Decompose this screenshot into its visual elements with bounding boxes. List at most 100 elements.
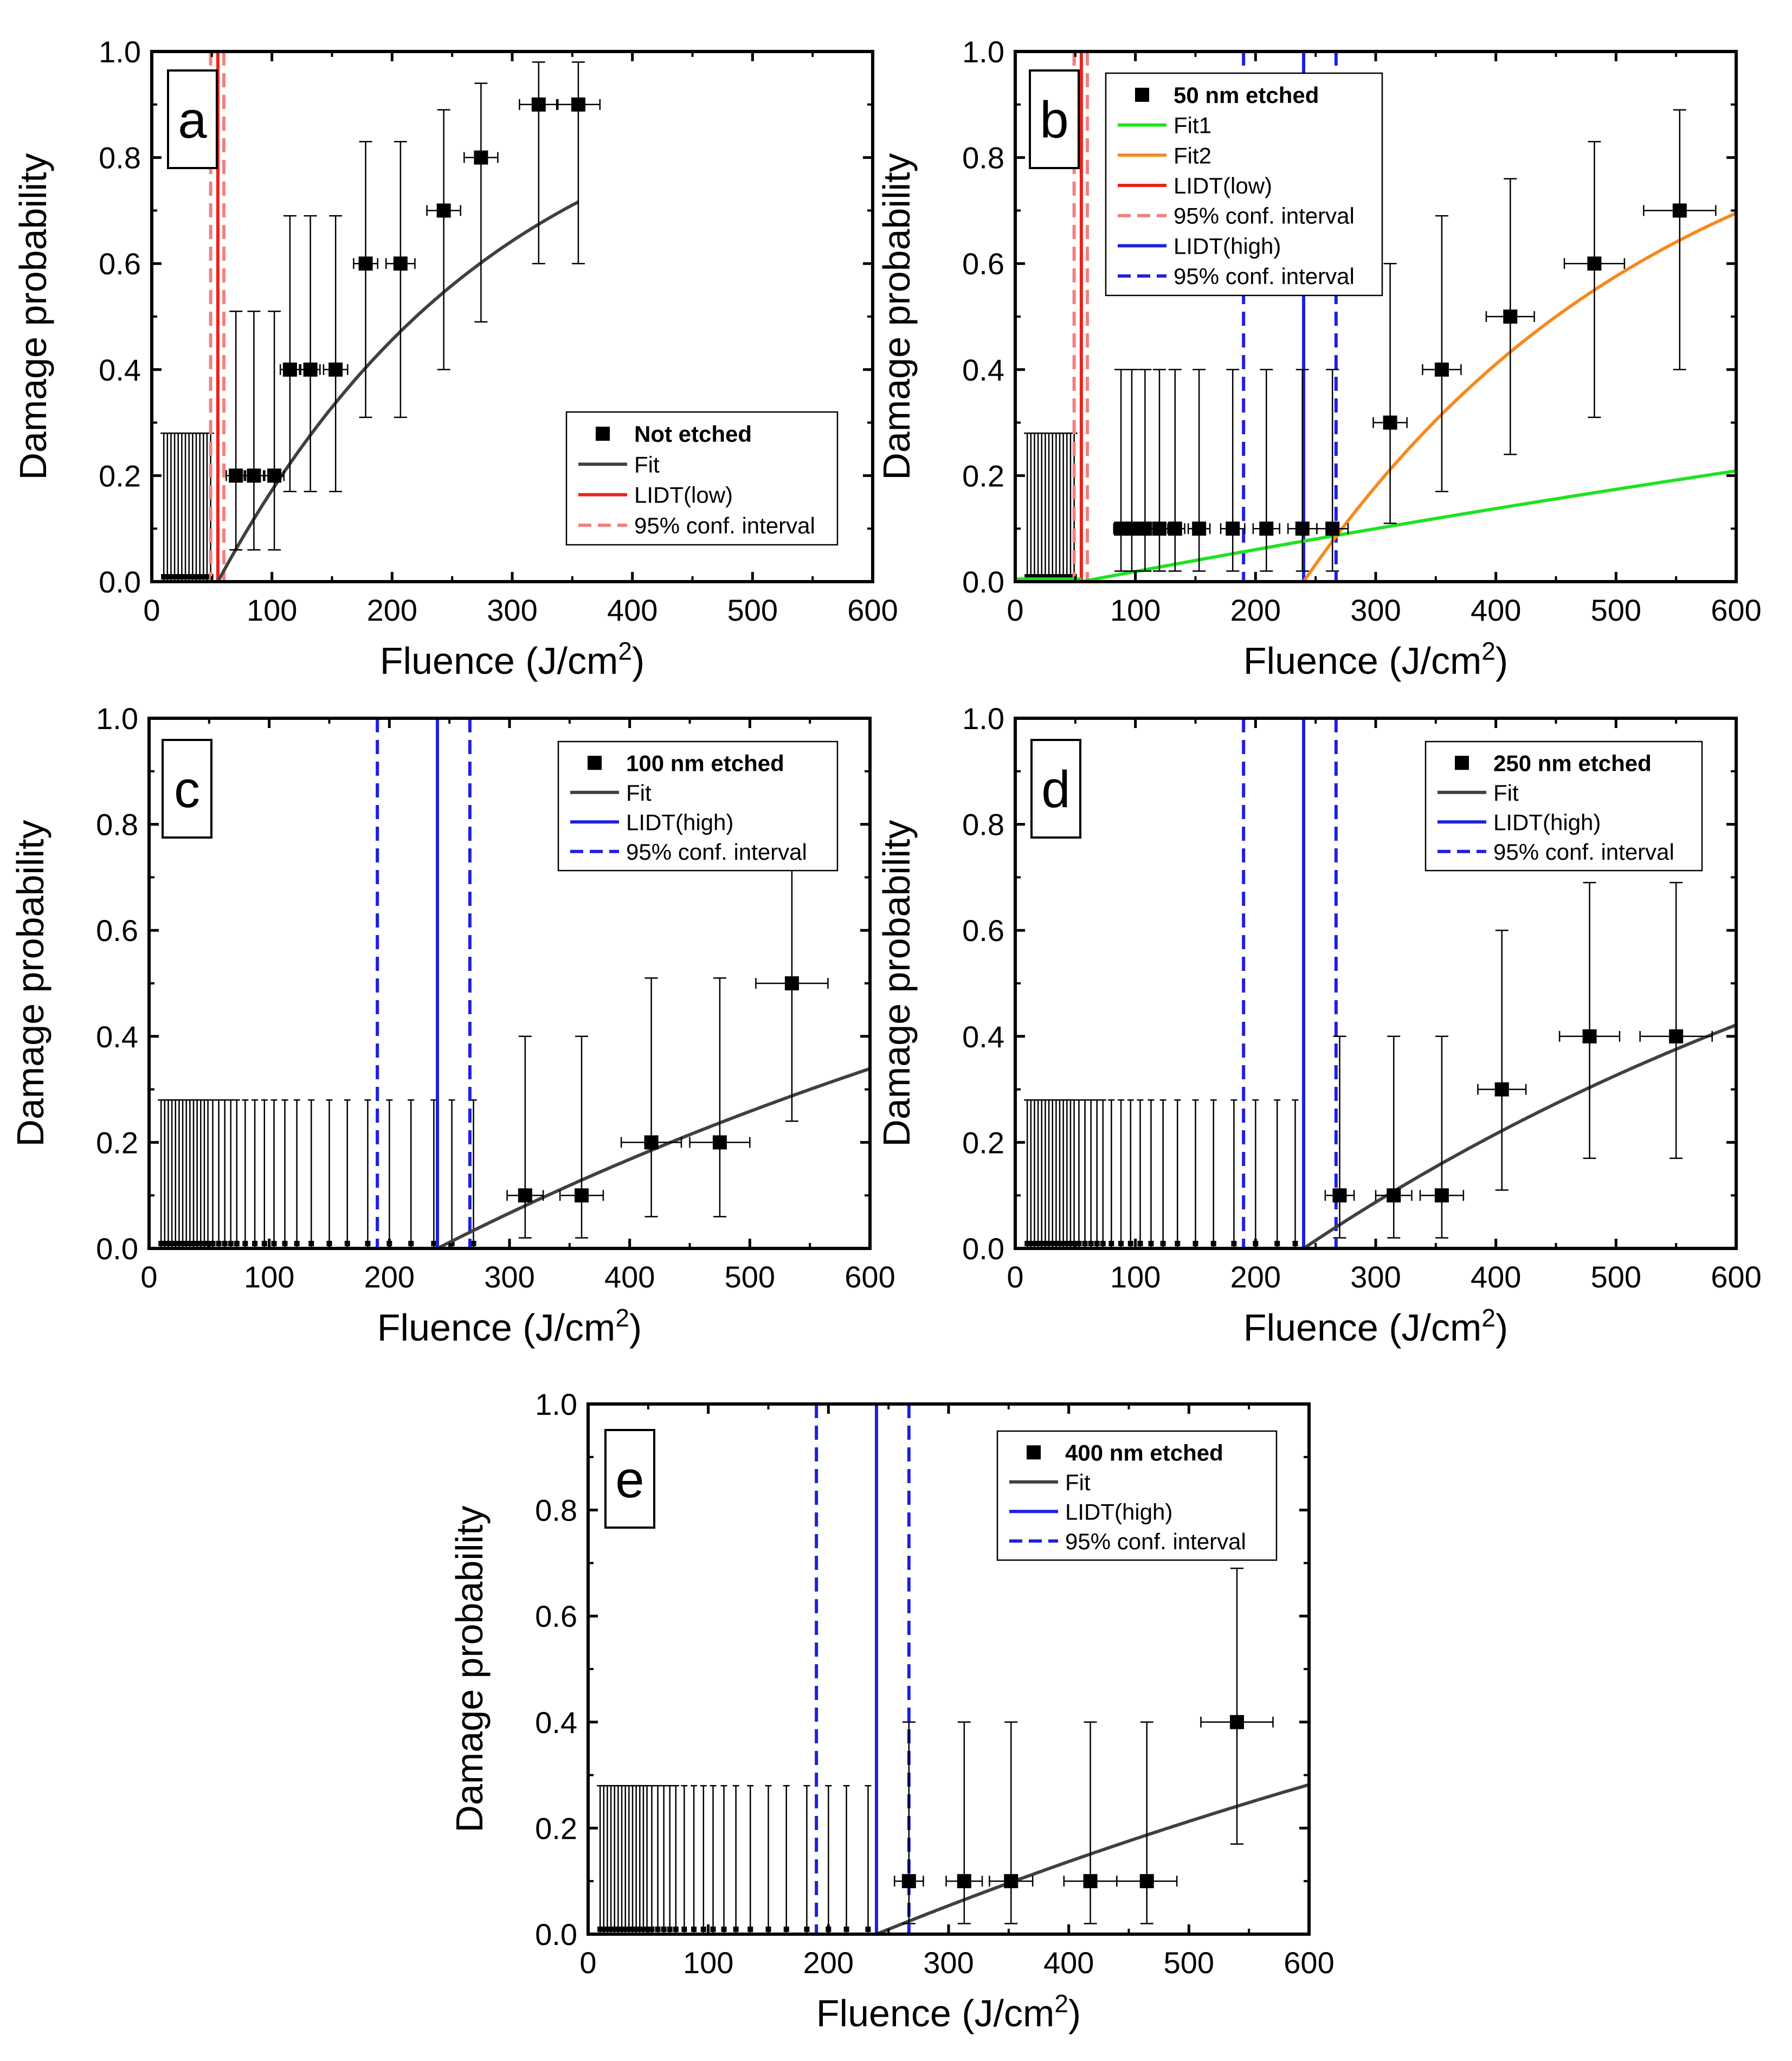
point-marker bbox=[229, 468, 243, 483]
zero-data-point bbox=[242, 1241, 248, 1246]
zero-data-point bbox=[655, 1927, 661, 1932]
point-marker bbox=[1192, 521, 1207, 536]
zero-data-point bbox=[161, 574, 167, 579]
x-axis-title-end: ) bbox=[632, 640, 644, 682]
zero-data-point bbox=[721, 1927, 727, 1932]
x-tick-label: 600 bbox=[845, 1260, 895, 1294]
y-tick-label: 1.0 bbox=[962, 35, 1004, 69]
legend-label: Fit1 bbox=[1174, 113, 1211, 138]
x-axis-title-sup: 2 bbox=[1481, 1304, 1496, 1332]
point-marker bbox=[1582, 1029, 1597, 1044]
zero-data-point bbox=[700, 1927, 706, 1932]
point-marker bbox=[1138, 521, 1152, 536]
legend: 100 nm etched Fit LIDT(high) 95% conf. inte… bbox=[557, 740, 839, 872]
data-point bbox=[243, 310, 265, 551]
point-marker bbox=[1295, 521, 1310, 536]
zero-data-point bbox=[197, 574, 203, 579]
zero-data-point bbox=[431, 1241, 437, 1246]
data-point bbox=[1419, 1035, 1465, 1239]
point-marker bbox=[247, 468, 261, 483]
x-tick-label: 0 bbox=[579, 1946, 596, 1980]
data-point bbox=[1372, 262, 1408, 524]
legend-label: LIDT(high) bbox=[1065, 1499, 1172, 1524]
x-axis-title-main: Fluence (J/cm bbox=[377, 1306, 616, 1349]
zero-data-point bbox=[640, 1927, 646, 1932]
data-point bbox=[1252, 369, 1280, 572]
zero-data-point bbox=[1118, 1241, 1124, 1246]
y-tick-label: 0.6 bbox=[962, 247, 1004, 281]
panel-letter-box bbox=[1029, 69, 1080, 169]
y-tick-label: 0.2 bbox=[962, 1125, 1004, 1160]
zero-data-point bbox=[175, 574, 181, 579]
x-axis-title-sup: 2 bbox=[1054, 1989, 1068, 2018]
zero-data-point bbox=[216, 1241, 222, 1246]
zero-data-point bbox=[1060, 1241, 1066, 1246]
zero-data-point bbox=[1088, 1241, 1094, 1246]
chart-panel-c: 0 100 200 300 400 500 600 0.0 0.2 0.4 0.6 0.8 1.0 Flu… bbox=[9, 701, 895, 1349]
zero-data-point bbox=[1042, 574, 1048, 579]
zero-data-point bbox=[1024, 574, 1030, 579]
data-point bbox=[264, 310, 285, 551]
zero-data-point bbox=[172, 574, 178, 579]
zero-data-point bbox=[601, 1927, 607, 1932]
zero-data-point bbox=[204, 574, 210, 579]
zero-data-point bbox=[190, 574, 196, 579]
legend: Not etched Fit LIDT(low) 95% conf. interval bbox=[565, 411, 839, 546]
zero-data-point bbox=[169, 1241, 175, 1246]
zero-data-point bbox=[1160, 1241, 1166, 1246]
y-tick-label: 0.2 bbox=[99, 459, 141, 493]
point-marker bbox=[575, 1188, 589, 1203]
x-tick-label: 600 bbox=[847, 593, 898, 627]
y-tick-label: 0.0 bbox=[535, 1917, 577, 1951]
point-marker bbox=[571, 97, 585, 112]
zero-data-point bbox=[1039, 574, 1045, 579]
zero-data-point bbox=[186, 574, 192, 579]
zero-data-point bbox=[1148, 1241, 1154, 1246]
zero-data-point bbox=[611, 1927, 617, 1932]
legend-label: 95% conf. interval bbox=[1493, 839, 1674, 865]
data-point bbox=[1113, 369, 1129, 572]
x-axis-title-sup: 2 bbox=[615, 1304, 629, 1332]
point-marker bbox=[1587, 256, 1602, 271]
zero-data-point bbox=[176, 1241, 182, 1246]
zero-data-point bbox=[194, 1241, 200, 1246]
zero-data-point bbox=[308, 1241, 314, 1246]
zero-error-bars bbox=[597, 1785, 872, 1934]
legend: 250 nm etched Fit LIDT(high) 95% conf. inte… bbox=[1424, 740, 1703, 872]
zero-error-bars bbox=[160, 432, 214, 582]
legend: 400 nm etched Fit LIDT(high) 95% conf. inte… bbox=[996, 1430, 1278, 1561]
point-marker bbox=[1434, 362, 1449, 377]
y-tick-label: 0.4 bbox=[962, 1020, 1004, 1054]
zero-data-point bbox=[1035, 574, 1041, 579]
legend-label: Not etched bbox=[634, 421, 752, 447]
legend-label: 50 nm etched bbox=[1174, 82, 1319, 108]
zero-data-point bbox=[1053, 1241, 1059, 1246]
zero-data-point bbox=[470, 1241, 476, 1246]
y-tick-label: 1.0 bbox=[96, 701, 138, 736]
point-marker bbox=[957, 1874, 971, 1889]
zero-data-point bbox=[733, 1927, 739, 1932]
legend-box bbox=[565, 411, 839, 546]
x-tick-label: 500 bbox=[727, 593, 778, 627]
point-marker bbox=[1168, 521, 1182, 536]
x-tick-label: 300 bbox=[1350, 1260, 1401, 1294]
zero-data-point bbox=[1094, 1241, 1100, 1246]
legend-label: 95% conf. interval bbox=[1174, 263, 1355, 289]
data-point bbox=[426, 109, 461, 371]
zero-data-point bbox=[1064, 1241, 1070, 1246]
zero-data-point bbox=[198, 1241, 204, 1246]
zero-data-point bbox=[187, 1241, 193, 1246]
zero-data-point bbox=[228, 1241, 234, 1246]
x-tick-label: 200 bbox=[803, 1946, 854, 1980]
zero-data-point bbox=[1076, 1241, 1082, 1246]
data-point bbox=[353, 141, 378, 418]
data-point bbox=[1563, 141, 1626, 418]
y-axis-title: Damage probability bbox=[875, 820, 918, 1147]
legend-marker bbox=[1027, 1445, 1041, 1460]
y-tick-label: 0.4 bbox=[99, 353, 141, 387]
point-marker bbox=[1494, 1082, 1509, 1097]
data-point bbox=[755, 845, 829, 1122]
zero-data-point bbox=[252, 1241, 258, 1246]
panel-letter: b bbox=[1040, 91, 1068, 149]
point-marker bbox=[1434, 1188, 1449, 1203]
